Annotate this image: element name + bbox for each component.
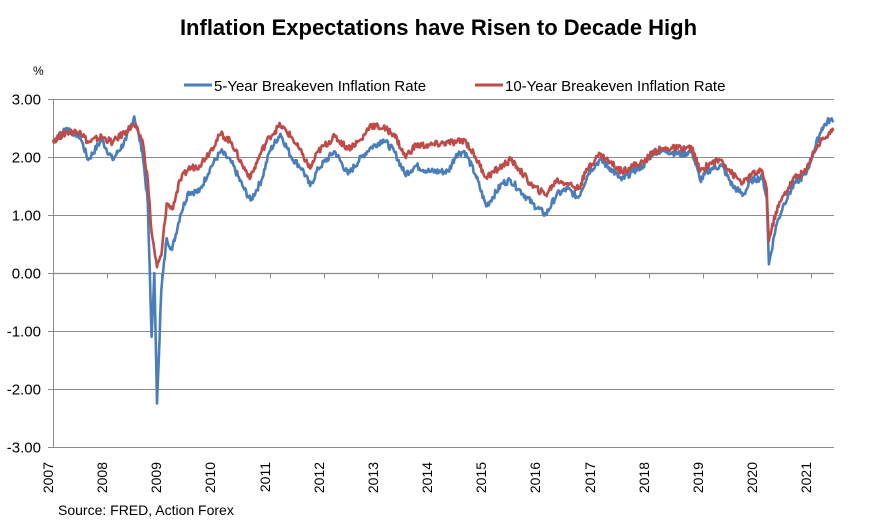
- source-note: Source: FRED, Action Forex: [58, 502, 234, 518]
- x-tick-label: 2012: [311, 462, 327, 493]
- x-tick-label: 2020: [744, 462, 760, 493]
- x-tick-label: 2011: [257, 462, 273, 492]
- legend-item-10y: 10-Year Breakeven Inflation Rate: [475, 78, 725, 95]
- x-tick-label: 2007: [40, 462, 56, 493]
- y-tick-label: 1.00: [12, 208, 41, 225]
- y-tick-label: -2.00: [7, 382, 41, 399]
- x-tick-labels: 2007 2008 2009 2010 2011 2012 2013 2014 2015 2016…: [40, 462, 814, 493]
- x-tick-label: 2021: [798, 462, 814, 493]
- y-tick-label: 2.00: [12, 150, 41, 167]
- gridlines: [53, 99, 834, 448]
- x-tick-label: 2013: [365, 462, 381, 493]
- y-tick-label: 0.00: [12, 266, 41, 283]
- x-tick-label: 2009: [148, 462, 164, 493]
- legend-label: 5-Year Breakeven Inflation Rate: [214, 78, 426, 95]
- x-tick-label: 2017: [582, 462, 598, 493]
- series-lines: [51, 115, 835, 405]
- x-tick-label: 2014: [419, 462, 435, 493]
- legend: 5-Year Breakeven Inflation Rate 10-Year B…: [184, 78, 725, 95]
- legend-label: 10-Year Breakeven Inflation Rate: [505, 78, 725, 95]
- x-tick-label: 2010: [202, 462, 218, 493]
- x-tick-label: 2018: [636, 462, 652, 493]
- y-axis-unit-label: %: [33, 64, 44, 78]
- legend-item-5y: 5-Year Breakeven Inflation Rate: [184, 78, 426, 95]
- x-tick-label: 2015: [473, 462, 489, 493]
- x-tick-label: 2016: [527, 462, 543, 493]
- axes: [48, 99, 834, 448]
- y-tick-label: 3.00: [12, 92, 41, 109]
- y-tick-label: -3.00: [7, 440, 41, 457]
- series-line-5y: [52, 115, 835, 405]
- series-line-10y: [51, 121, 835, 269]
- y-tick-label: -1.00: [7, 324, 41, 341]
- x-tick-label: 2019: [690, 462, 706, 493]
- x-tick-label: 2008: [94, 462, 110, 493]
- y-tick-labels: -3.00 -2.00 -1.00 0.00 1.00 2.00 3.00: [7, 92, 41, 457]
- chart-title: Inflation Expectations have Risen to Dec…: [179, 15, 698, 40]
